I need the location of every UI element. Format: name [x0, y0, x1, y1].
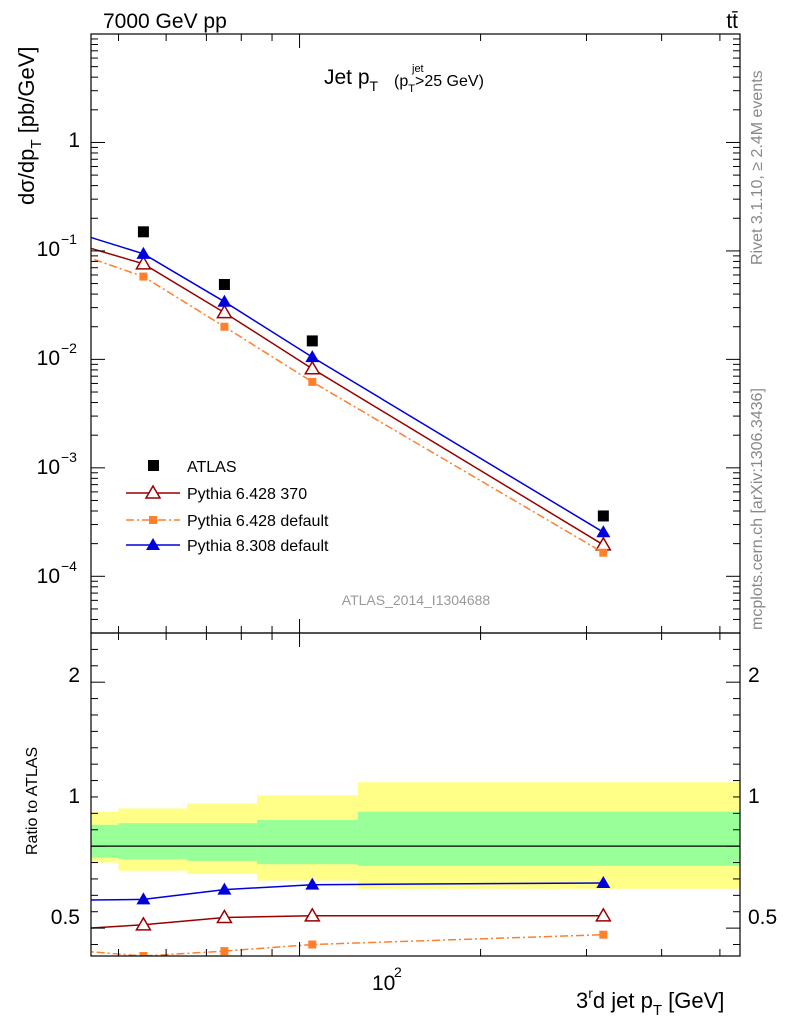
point-pythia-6-428-370-5: [595, 536, 612, 551]
point-atlas-5: [597, 510, 609, 522]
ratio-tick-label-right-1: 1: [748, 785, 760, 808]
svg-text:(pT>25 GeV): (pT>25 GeV): [394, 73, 484, 95]
ratio-point-pythia-8-308-default-5: [596, 876, 611, 889]
ratio-tick-label-right-05: 0.5: [748, 906, 777, 929]
point-atlas-3: [218, 279, 230, 291]
mcplots-label: mcplots.cern.ch [arXiv:1306.3436]: [749, 388, 766, 630]
point-atlas-2: [137, 226, 149, 238]
x-axis-title: 3rd jet pT [GeV]: [576, 985, 724, 1019]
point-pythia-6-428-default-5: [599, 548, 608, 557]
ratio-line-pythia-6-428-default: [91, 933, 604, 956]
svg-text:10: 10: [372, 972, 395, 995]
band-inner-1: [91, 824, 119, 858]
point-atlas-4: [306, 335, 318, 347]
x-tick-label-100: 10 2: [372, 964, 402, 995]
series-line-pythia-8-308-default: [91, 236, 604, 533]
energy-label: 7000 GeV pp: [103, 10, 227, 33]
legend-item-py6-default: Pythia 6.428 default: [126, 513, 329, 530]
legend-marker-atlas: [148, 460, 159, 471]
ratio-point-pythia-6-428-370-3: [216, 908, 233, 924]
y-tick-label-1e-2: 10: [37, 347, 60, 370]
rivet-label: Rivet 3.1.10, ≥ 2.4M events: [749, 70, 766, 265]
ratio-y-tick-labels: 2 1 0.5 2 1 0.5: [51, 664, 777, 929]
ratio-tick-label-right-2: 2: [748, 664, 760, 687]
main-panel: 1 10 −1 10 −2 10 −3 10 −4 dσ/dpT [pb/GeV…: [14, 33, 741, 634]
ratio-point-pythia-8-308-default-4: [305, 877, 320, 890]
point-pythia-6-428-default-4: [308, 377, 317, 386]
y-tick-label-1e-4: 10: [37, 565, 60, 588]
legend-marker-py6-370: [144, 484, 162, 499]
legend-label-atlas: ATLAS: [187, 459, 237, 476]
ratio-point-pythia-8-308-default-2: [136, 892, 151, 905]
ratio-panel-ticks: [91, 633, 740, 956]
ratio-point-pythia-6-428-default-1: [56, 945, 64, 953]
process-label: tt̄: [726, 10, 738, 33]
y-tick-label-1e-3-exp: −3: [61, 449, 77, 465]
ratio-tick-label-left-2: 2: [68, 664, 80, 687]
ratio-point-pythia-6-428-default-5: [599, 930, 608, 939]
ratio-point-pythia-6-428-370-5: [595, 907, 612, 922]
ratio-point-pythia-6-428-370-2: [135, 916, 152, 931]
y-tick-label-1e-4-exp: −4: [61, 558, 77, 574]
point-atlas-1: [55, 200, 66, 211]
y-tick-label-1: 1: [68, 129, 80, 152]
ratio-point-pythia-6-428-default-3: [220, 947, 229, 956]
legend: ATLAS Pythia 6.428 370 Pythia 6.428 defa…: [126, 459, 329, 555]
ratio-point-pythia-8-308-default-1: [53, 893, 67, 905]
legend-marker-py8-default: [146, 538, 160, 550]
svg-text:2: 2: [394, 964, 402, 980]
main-y-tick-labels: 1 10 −1 10 −2 10 −3 10 −4: [37, 129, 80, 588]
legend-label-py8-default: Pythia 8.308 default: [187, 538, 329, 555]
legend-item-py8-default: Pythia 8.308 default: [126, 538, 329, 555]
point-pythia-6-428-370-2: [135, 255, 152, 270]
ratio-point-pythia-8-308-default-3: [217, 882, 232, 895]
main-panel-data: [55, 200, 612, 557]
svg-text:Jet pT: Jet pT: [324, 66, 379, 94]
point-pythia-8-308-default-3: [217, 294, 232, 307]
ratio-point-pythia-6-428-default-4: [308, 940, 317, 949]
band-outer-0: [0, 784, 25, 887]
band-inner-2: [118, 823, 188, 860]
series-line-pythia-6-428-370: [91, 247, 604, 546]
title-superscript-jet: jet: [411, 63, 424, 75]
ratio-panel: 2 1 0.5 2 1 0.5 Ratio to ATLAS 10 2 3rd …: [0, 632, 777, 1019]
point-pythia-6-428-370-4: [303, 360, 321, 375]
ratio-line-pythia-8-308-default: [91, 882, 604, 901]
ratio-point-pythia-6-428-default-2: [139, 952, 148, 956]
svg-text:dσ/dpT [pb/GeV]: dσ/dpT [pb/GeV]: [14, 46, 45, 205]
point-pythia-8-308-default-2: [136, 246, 151, 259]
y-tick-label-1e-1: 10: [37, 238, 60, 261]
legend-label-py6-370: Pythia 6.428 370: [187, 486, 307, 503]
point-pythia-6-428-370-3: [216, 304, 233, 319]
point-pythia-8-308-default-5: [596, 525, 611, 538]
y-tick-label-1e-2-exp: −2: [61, 340, 77, 356]
legend-item-py6-370: Pythia 6.428 370: [126, 484, 307, 503]
main-y-axis-title: dσ/dpT [pb/GeV]: [14, 46, 45, 205]
plot-title: Jet pT (pT>25 GeV) jet: [324, 63, 484, 95]
main-panel-ticks: [91, 33, 740, 634]
ratio-line-pythia-6-428-370: [91, 915, 604, 929]
band-inner-3: [187, 823, 258, 861]
legend-marker-py6-default: [149, 516, 157, 524]
series-line-pythia-6-428-default: [91, 257, 604, 554]
point-pythia-8-308-default-4: [305, 350, 320, 363]
analysis-id: ATLAS_2014_I1304688: [342, 592, 491, 608]
band-inner-0: [0, 813, 25, 865]
legend-item-atlas: ATLAS: [148, 459, 237, 476]
svg-text:3rd jet pT [GeV]: 3rd jet pT [GeV]: [576, 985, 724, 1019]
point-pythia-6-428-default-3: [220, 322, 229, 331]
ratio-y-axis-title: Ratio to ATLAS: [24, 747, 41, 855]
ratio-tick-label-left-1: 1: [68, 785, 80, 808]
band-inner-5: [357, 811, 740, 866]
y-tick-label-1e-3: 10: [37, 456, 60, 479]
ratio-panel-data: [0, 782, 740, 956]
ratio-point-pythia-6-428-370-4: [303, 907, 321, 922]
y-tick-label-1e-1-exp: −1: [61, 231, 77, 247]
ratio-panel-frame: [90, 632, 741, 957]
legend-label-py6-default: Pythia 6.428 default: [187, 513, 329, 530]
point-pythia-6-428-default-2: [139, 272, 148, 281]
band-inner-4: [257, 819, 358, 865]
ratio-tick-label-left-05: 0.5: [51, 906, 80, 929]
